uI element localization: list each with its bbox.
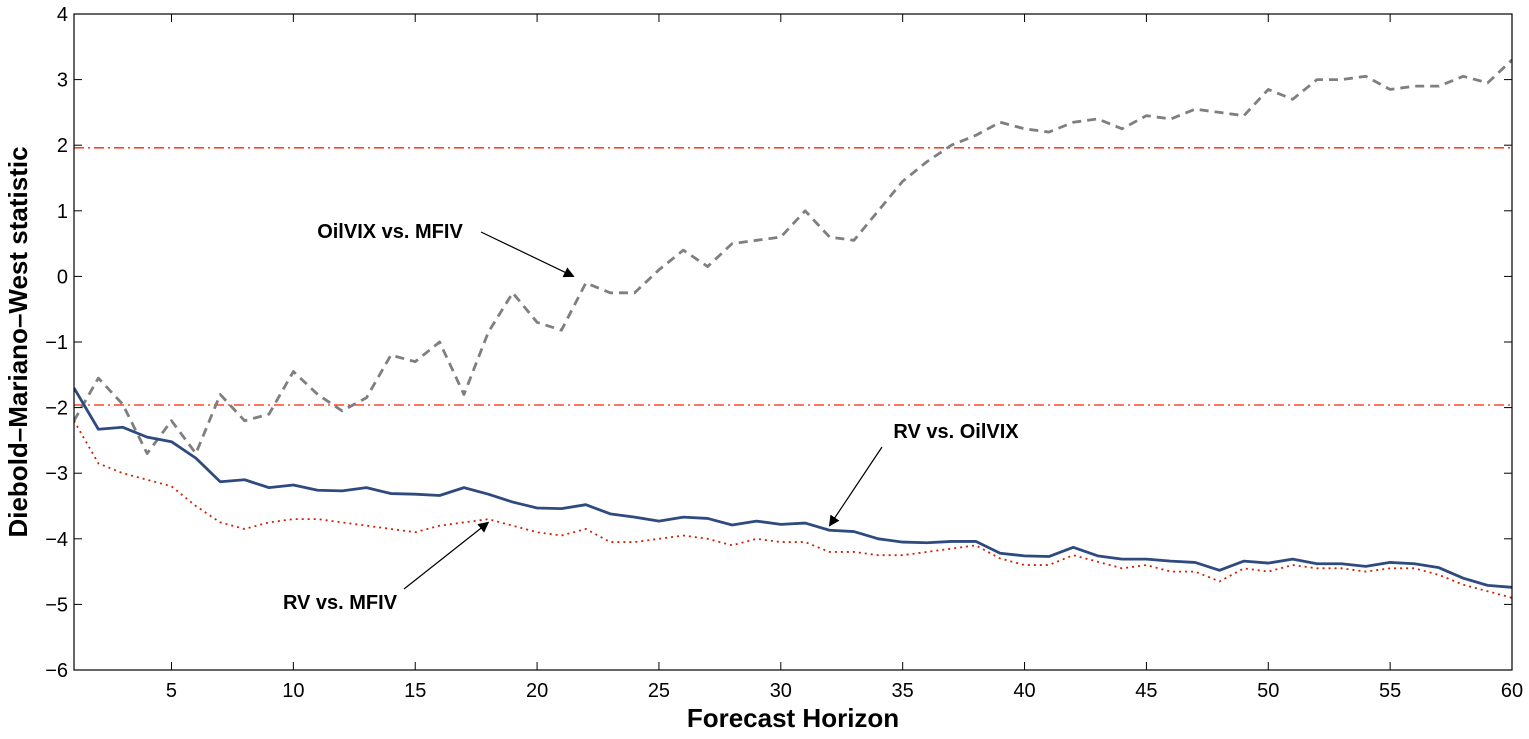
x-tick-label: 35 — [892, 680, 914, 702]
x-tick-label: 55 — [1379, 680, 1401, 702]
x-tick-label: 15 — [404, 680, 426, 702]
annotation-arrow-0 — [480, 231, 575, 278]
annotation-label-0: OilVIX vs. MFIV — [317, 221, 463, 243]
y-tick-label: 2 — [57, 135, 68, 157]
y-tick-label: 1 — [57, 201, 68, 223]
y-tick-label: 4 — [57, 4, 68, 26]
x-tick-label: 10 — [282, 680, 304, 702]
annotations: OilVIX vs. MFIV RV vs. OilVIX RV vs. MFIV — [283, 221, 1019, 614]
x-tick-label: 60 — [1501, 680, 1523, 702]
y-tick-label: −3 — [45, 463, 68, 485]
y-tick-label: −5 — [45, 594, 68, 616]
y-tick-label: −6 — [45, 660, 68, 682]
series-line-2 — [74, 420, 1512, 599]
annotation-arrow-2 — [403, 521, 490, 590]
series-line-1 — [74, 387, 1512, 589]
x-axis-title: Forecast Horizon — [687, 703, 899, 733]
series-line-0 — [74, 58, 1512, 455]
y-tick-label: 3 — [57, 70, 68, 92]
plot-frame — [73, 13, 1513, 671]
y-axis-title: Diebold–Mariano–West statistic — [3, 146, 33, 537]
x-tick-label: 25 — [648, 680, 670, 702]
y-tick-label: −4 — [45, 529, 68, 551]
annotation-label-2: RV vs. MFIV — [283, 592, 398, 614]
y-axis: −6 −5 −4 −3 −2 −1 0 1 2 3 4 — [45, 4, 1512, 682]
reference-lines — [74, 147, 1512, 406]
annotation-label-1: RV vs. OilVIX — [893, 421, 1019, 443]
x-tick-label: 30 — [770, 680, 792, 702]
x-tick-label: 45 — [1135, 680, 1157, 702]
x-axis: 5 10 15 20 25 30 35 40 45 50 55 60 — [166, 14, 1523, 702]
y-tick-label: 0 — [57, 266, 68, 288]
y-tick-label: −1 — [45, 332, 68, 354]
y-tick-label: −2 — [45, 398, 68, 420]
x-tick-label: 50 — [1257, 680, 1279, 702]
x-tick-label: 5 — [166, 680, 177, 702]
x-tick-label: 40 — [1013, 680, 1035, 702]
annotation-arrow-1 — [828, 446, 883, 527]
x-tick-label: 20 — [526, 680, 548, 702]
series-group — [74, 58, 1512, 599]
